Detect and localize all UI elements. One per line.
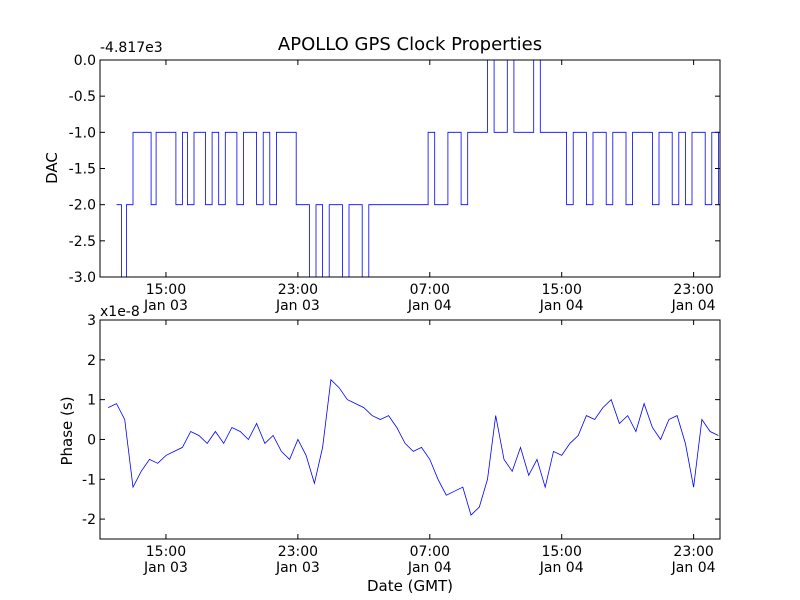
x-tick-date-label: Jan 03 bbox=[143, 560, 188, 576]
x-tick-time-label: 07:00 bbox=[410, 282, 450, 298]
x-axis-label: Date (GMT) bbox=[367, 577, 453, 595]
x-tick-time-label: 23:00 bbox=[278, 544, 318, 560]
x-tick-date-label: Jan 04 bbox=[671, 298, 716, 314]
y-tick-label: -1.0 bbox=[69, 125, 96, 141]
x-tick-date-label: Jan 04 bbox=[407, 298, 452, 314]
x-tick-time-label: 07:00 bbox=[410, 544, 450, 560]
y-tick-label: -1 bbox=[82, 472, 96, 488]
y-tick-label: -0.5 bbox=[69, 89, 96, 105]
dac-y-ticks: 0.0 -0.5 -1.0 -1.5 -2.0 -2.5 -3.0 bbox=[69, 53, 720, 286]
phase-offset-label: x1e-8 bbox=[100, 304, 140, 320]
y-tick-label: 0.0 bbox=[74, 53, 96, 69]
x-tick-time-label: 23:00 bbox=[278, 282, 318, 298]
dac-series-line bbox=[116, 59, 719, 278]
x-tick-date-label: Jan 04 bbox=[407, 560, 452, 576]
x-tick-date-label: Jan 04 bbox=[671, 560, 716, 576]
y-tick-label: 3 bbox=[87, 313, 96, 329]
dac-y-axis-label: DAC bbox=[43, 152, 61, 184]
x-tick-date-label: Jan 03 bbox=[143, 298, 188, 314]
dac-panel: -4.817e3 DAC 0.0 -0.5 -1.0 -1.5 -2.0 -2.5 -3.0… bbox=[43, 40, 721, 314]
phase-plot-frame bbox=[99, 319, 721, 540]
x-tick-date-label: Jan 04 bbox=[539, 560, 584, 576]
y-tick-label: -2 bbox=[82, 512, 96, 528]
y-tick-label: 0 bbox=[87, 432, 96, 448]
x-tick-time-label: 15:00 bbox=[146, 544, 186, 560]
x-tick-date-label: Jan 03 bbox=[275, 298, 320, 314]
y-tick-label: -1.5 bbox=[69, 162, 96, 178]
phase-y-ticks: 3 2 1 0 -1 -2 bbox=[82, 313, 720, 528]
y-tick-label: 2 bbox=[87, 353, 96, 369]
chart-title: APOLLO GPS Clock Properties bbox=[278, 34, 542, 55]
x-tick-time-label: 15:00 bbox=[542, 544, 582, 560]
x-tick-time-label: 23:00 bbox=[673, 282, 713, 298]
x-tick-date-label: Jan 04 bbox=[539, 298, 584, 314]
x-tick-date-label: Jan 03 bbox=[275, 560, 320, 576]
dac-offset-label: -4.817e3 bbox=[100, 40, 163, 56]
y-tick-label: -2.5 bbox=[69, 234, 96, 250]
x-tick-time-label: 15:00 bbox=[146, 282, 186, 298]
phase-series-line bbox=[108, 378, 719, 516]
x-tick-time-label: 15:00 bbox=[542, 282, 582, 298]
y-tick-label: 1 bbox=[87, 393, 96, 409]
y-tick-label: -2.0 bbox=[69, 198, 96, 214]
dac-plot-frame bbox=[99, 59, 721, 278]
phase-y-axis-label: Phase (s) bbox=[58, 396, 76, 465]
y-tick-label: -3.0 bbox=[69, 270, 96, 286]
x-tick-time-label: 23:00 bbox=[673, 544, 713, 560]
